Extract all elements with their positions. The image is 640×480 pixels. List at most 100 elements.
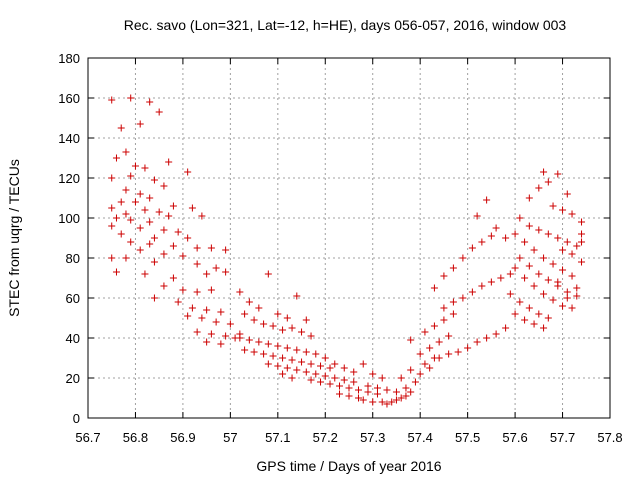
data-point [416,370,424,378]
data-point [449,298,457,306]
data-point [535,270,543,278]
y-tick-label: 140 [58,131,80,146]
data-point [364,388,372,396]
data-point [136,190,144,198]
data-point [345,384,353,392]
x-tick-label: 57.6 [502,430,527,445]
data-point [369,398,377,406]
data-point [212,318,220,326]
data-point [160,250,168,258]
data-point [222,268,230,276]
data-point [169,242,177,250]
data-point [516,214,524,222]
data-point [312,370,320,378]
data-point [184,312,192,320]
data-point [307,332,315,340]
data-point [236,288,244,296]
data-point [141,164,149,172]
x-tick-label: 57.7 [550,430,575,445]
y-tick-label: 0 [73,411,80,426]
data-points [108,94,586,408]
data-point [435,354,443,362]
data-point [179,252,187,260]
data-point [336,390,344,398]
data-point [544,178,552,186]
data-point [222,246,230,254]
data-point [203,306,211,314]
data-point [502,234,510,242]
data-point [122,210,130,218]
data-point [421,360,429,368]
data-point [298,328,306,336]
x-tick-label: 56.9 [170,430,195,445]
data-point [165,212,173,220]
data-point [326,364,334,372]
data-point [298,358,306,366]
data-point [525,222,533,230]
data-point [127,238,135,246]
data-point [117,124,125,132]
data-point [331,360,339,368]
data-point [188,304,196,312]
data-point [146,98,154,106]
data-point [317,362,325,370]
data-point [459,294,467,302]
data-point [302,348,310,356]
data-point [279,354,287,362]
data-point [127,172,135,180]
data-point [549,202,557,210]
data-point [331,374,339,382]
data-point [563,238,571,246]
data-point [117,230,125,238]
data-point [573,284,581,292]
x-tick-label: 57 [223,430,237,445]
data-point [112,268,120,276]
x-axis-label: GPS time / Days of year 2016 [256,458,441,474]
data-point [269,322,277,330]
data-point [350,368,358,376]
data-point [193,244,201,252]
data-point [535,184,543,192]
data-point [274,362,282,370]
data-point [136,120,144,128]
data-point [502,324,510,332]
y-tick-label: 160 [58,91,80,106]
data-point [478,282,486,290]
data-point [193,288,201,296]
data-point [146,194,154,202]
chart-title: Rec. savo (Lon=321, Lat=-12, h=HE), days… [124,17,567,33]
data-point [264,340,272,348]
y-tick-label: 20 [66,371,80,386]
data-point [578,218,586,226]
data-point [269,352,277,360]
data-point [293,366,301,374]
data-point [293,346,301,354]
data-point [184,168,192,176]
data-point [473,212,481,220]
data-point [568,272,576,280]
data-point [544,230,552,238]
data-point [150,234,158,242]
data-point [236,334,244,342]
data-point [359,396,367,404]
data-point [160,182,168,190]
data-point [255,338,263,346]
data-point [535,226,543,234]
data-point [288,324,296,332]
data-point [554,234,562,242]
data-point [122,148,130,156]
data-point [245,298,253,306]
data-point [402,384,410,392]
data-point [378,398,386,406]
data-point [554,278,562,286]
data-point [340,376,348,384]
data-point [146,218,154,226]
x-tick-label: 57.2 [313,430,338,445]
data-point [354,386,362,394]
data-point [378,374,386,382]
data-point [468,288,476,296]
data-point [279,370,287,378]
data-point [492,224,500,232]
data-point [317,378,325,386]
data-point [511,310,519,318]
